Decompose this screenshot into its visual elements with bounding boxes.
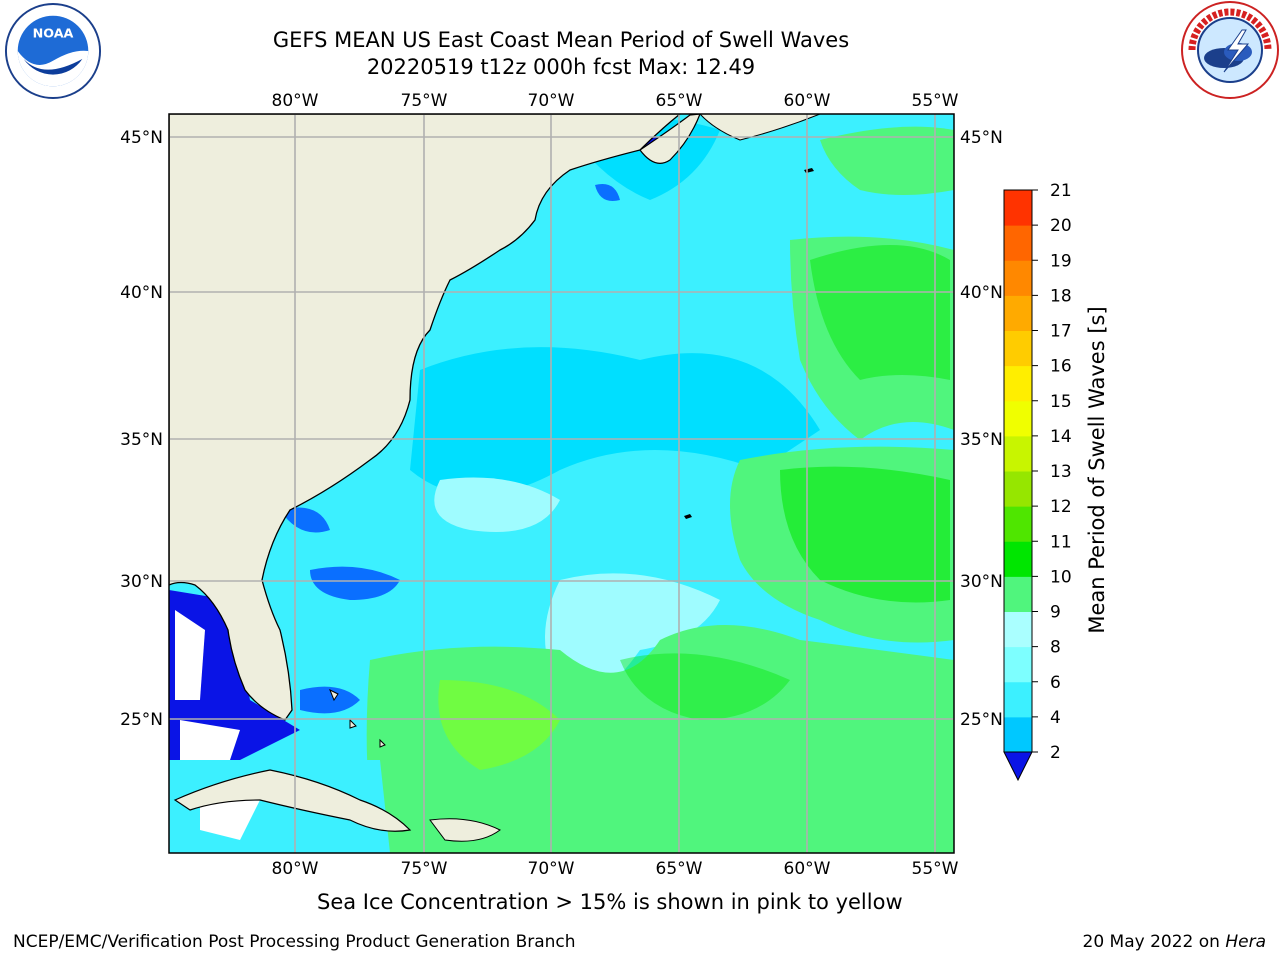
lon-label: 55°W: [912, 859, 959, 879]
graticule: [169, 114, 954, 853]
lat-label: 45°N: [120, 128, 163, 148]
land-cuba: [173, 769, 412, 832]
colorbar-segment: [1004, 435, 1032, 472]
footer-date: 20 May 2022 on Hera: [1083, 932, 1267, 952]
lat-label: 40°N: [960, 283, 1003, 303]
colorbar-tick-label: 14: [1050, 427, 1072, 447]
colorbar-segment: [1004, 576, 1032, 612]
colorbar-segment: [1004, 400, 1032, 437]
land-eastern-us: [169, 114, 682, 721]
lon-label: 80°W: [272, 91, 319, 111]
lat-label: 30°N: [960, 572, 1003, 592]
lon-labels-bottom: 80°W 75°W 70°W 65°W 60°W 55°W: [272, 859, 959, 879]
lon-label: 55°W: [912, 91, 959, 111]
lat-label: 45°N: [960, 128, 1003, 148]
colorbar-tick-label: 9: [1050, 603, 1061, 623]
colorbar-segment: [1004, 716, 1032, 753]
map-area: [169, 114, 954, 853]
lon-label: 75°W: [401, 859, 448, 879]
period-zone-10-11: [780, 466, 950, 603]
footer-machine: Hera: [1225, 932, 1266, 952]
colorbar-tick-label: 20: [1050, 216, 1072, 236]
colorbar-segment: [1004, 646, 1032, 683]
colorbar-segment: [1004, 541, 1032, 577]
period-zone-8-9: [545, 573, 720, 699]
lat-labels-right: 45°N 40°N 35°N 30°N 25°N: [960, 128, 1003, 730]
period-zone-10-11: [810, 245, 950, 380]
svg-text:NOAA: NOAA: [33, 26, 74, 41]
period-zone-2-4: [280, 507, 330, 533]
colorbar-tick-label: 11: [1050, 532, 1072, 552]
period-zone-11-12: [438, 680, 560, 770]
gulf-white-zone: [180, 720, 240, 760]
colorbar-segment: [1004, 225, 1032, 261]
period-zone-2-4: [300, 686, 360, 714]
colorbar-tick-label: 6: [1050, 673, 1061, 693]
lon-label: 60°W: [784, 91, 831, 111]
footer-credit: NCEP/EMC/Verification Post Processing Pr…: [13, 932, 576, 952]
lon-label: 70°W: [528, 859, 575, 879]
lat-label: 25°N: [960, 710, 1003, 730]
colorbar-ticks: 2 4 6 8 9 10 11 12 13 14 15 16 17 18 19 20 21: [1032, 181, 1072, 763]
lon-label: 60°W: [784, 859, 831, 879]
colorbar-tick-label: 8: [1050, 638, 1061, 658]
colorbar-segment: [1004, 330, 1032, 367]
colorbar-label: Mean Period of Swell Waves [s]: [1085, 306, 1109, 634]
colorbar-tick-label: 16: [1050, 357, 1072, 377]
lat-label: 35°N: [120, 430, 163, 450]
land-hispaniola: [429, 818, 501, 842]
period-zone-10-11: [620, 653, 790, 720]
period-zone-8-9: [434, 477, 560, 532]
colorbar-segment: [1004, 295, 1032, 331]
colorbar: [1003, 189, 1033, 782]
period-zone-9-10: [820, 126, 954, 195]
lat-label: 30°N: [120, 572, 163, 592]
lon-label: 80°W: [272, 859, 319, 879]
land-bermuda: [684, 514, 692, 519]
lon-label: 75°W: [401, 91, 448, 111]
gulf-white-zone: [175, 610, 205, 700]
lat-label: 40°N: [120, 283, 163, 303]
colorbar-segment: [1004, 190, 1032, 226]
colorbar-segment: [1004, 471, 1032, 507]
lat-label: 25°N: [120, 710, 163, 730]
colorbar-tick-label: 15: [1050, 392, 1072, 412]
land-nova-scotia: [639, 114, 701, 164]
colorbar-segment: [1004, 611, 1032, 648]
colorbar-tick-label: 10: [1050, 567, 1072, 587]
footer-date-text: 20 May 2022 on: [1082, 932, 1226, 952]
sea-ice-note: Sea Ice Concentration > 15% is shown in …: [317, 890, 903, 914]
lon-label: 65°W: [656, 91, 703, 111]
colorbar-tick-label: 2: [1050, 743, 1061, 763]
colorbar-segment: [1004, 506, 1032, 542]
lon-labels-top: 80°W 75°W 70°W 65°W 60°W 55°W: [272, 91, 959, 111]
period-zone-2-4: [595, 184, 620, 201]
colorbar-tick-label: 17: [1050, 322, 1072, 342]
lon-label: 70°W: [528, 91, 575, 111]
colorbar-tick-label: 19: [1050, 251, 1072, 271]
lat-label: 35°N: [960, 430, 1003, 450]
map-frame: [168, 113, 955, 854]
colorbar-segment: [1004, 365, 1032, 402]
colorbar-tick-label: 12: [1050, 497, 1072, 517]
chart-subtitle: 20220519 t12z 000h fcst Max: 12.49: [366, 55, 756, 79]
noaa-logo-icon: NOAA: [4, 2, 102, 100]
lat-labels-left: 45°N 40°N 35°N 30°N 25°N: [120, 128, 163, 730]
colorbar-segment: [1004, 260, 1032, 296]
land-canada: [699, 114, 821, 141]
period-zone-9-10: [790, 236, 954, 440]
nws-logo-icon: [1181, 1, 1279, 99]
colorbar-tick-label: 4: [1050, 708, 1061, 728]
colorbar-segment: [1004, 681, 1032, 718]
lon-label: 65°W: [656, 859, 703, 879]
colorbar-tick-label: 13: [1050, 462, 1072, 482]
chart-title: GEFS MEAN US East Coast Mean Period of S…: [272, 28, 850, 52]
colorbar-extend-arrow: [1003, 751, 1033, 782]
period-zone-2-4: [310, 566, 400, 600]
colorbar-tick-label: 18: [1050, 286, 1072, 306]
colorbar-tick-label: 21: [1050, 181, 1072, 201]
period-zone-4-6: [410, 347, 820, 495]
land-bahamas: [329, 688, 386, 748]
